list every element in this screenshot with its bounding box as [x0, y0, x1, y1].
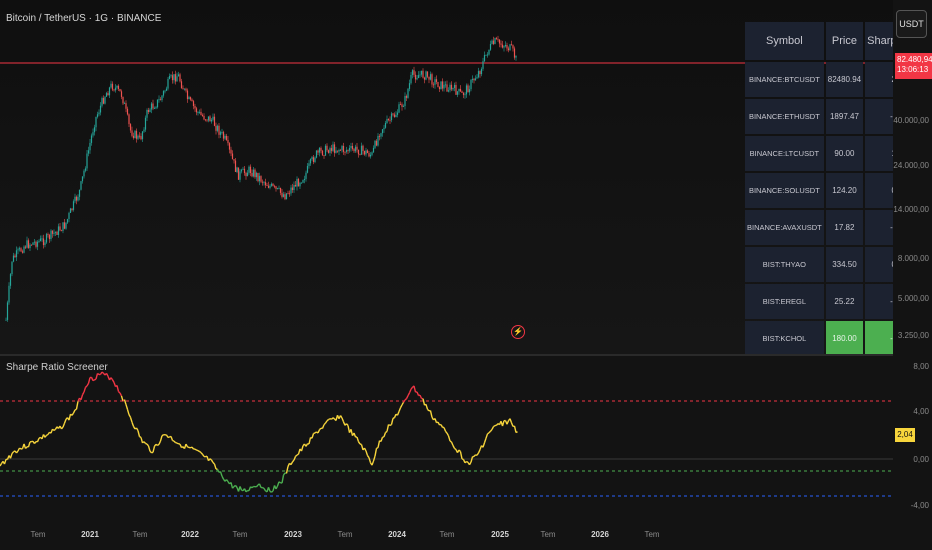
price-cell: 82480.94	[825, 62, 864, 97]
price-tick: 3.250,00	[897, 331, 929, 340]
time-label: 2025	[491, 530, 509, 539]
currency-button[interactable]: USDT	[896, 10, 927, 38]
price-tick: 24.000,00	[893, 161, 929, 170]
time-axis[interactable]	[0, 520, 893, 550]
header-symbol: Symbol	[745, 22, 824, 60]
main-chart-pane[interactable]: Bitcoin / TetherUS · 1G · BINANCE ⚡ Symb…	[0, 0, 932, 356]
price-cell: 90.00	[825, 136, 864, 171]
price-tick: 5.000,00	[897, 294, 929, 303]
time-label: Tem	[644, 530, 660, 539]
indicator-value-tag: 2,04	[895, 428, 915, 442]
price-tick: 14.000,00	[893, 205, 929, 214]
time-label: 2023	[284, 530, 302, 539]
price-cell: 17.82	[825, 210, 864, 245]
symbol-cell: BIST:THYAO	[745, 247, 824, 282]
symbol-cell: BINANCE:AVAXUSDT	[745, 210, 824, 245]
sharpe-ratio-plot[interactable]	[0, 356, 893, 520]
indicator-tick: 4,00	[913, 407, 929, 416]
indicator-tick: -4,00	[910, 501, 929, 510]
indicator-tick: 8,00	[913, 362, 929, 371]
symbol-cell: BINANCE:LTCUSDT	[745, 136, 824, 171]
indicator-title: Sharpe Ratio Screener	[6, 362, 108, 373]
price-cell: 180.00	[825, 321, 864, 356]
price-chart[interactable]	[0, 0, 893, 355]
symbol-cell: BINANCE:BTCUSDT	[745, 62, 824, 97]
time-label: Tem	[30, 530, 46, 539]
time-label: Tem	[337, 530, 353, 539]
price-cell: 124.20	[825, 173, 864, 208]
time-label: Tem	[540, 530, 556, 539]
price-cell: 1897.47	[825, 99, 864, 134]
time-label: Tem	[439, 530, 455, 539]
last-price-tag: 82.480,94 13:06:13	[895, 53, 932, 79]
countdown-timer: 13:06:13	[897, 65, 929, 74]
last-price-value: 82.480,94	[897, 55, 932, 64]
symbol-cell: BIST:EREGL	[745, 284, 824, 319]
price-cell: 25.22	[825, 284, 864, 319]
time-label: 2022	[181, 530, 199, 539]
price-cell: 334.50	[825, 247, 864, 282]
time-label: Tem	[232, 530, 248, 539]
header-price: Price	[825, 22, 864, 60]
time-label: 2021	[81, 530, 99, 539]
price-tick: 8.000,00	[897, 254, 929, 263]
symbol-cell: BINANCE:SOLUSDT	[745, 173, 824, 208]
time-label: 2026	[591, 530, 609, 539]
indicator-tick: 0,00	[913, 455, 929, 464]
lightning-icon[interactable]: ⚡	[511, 325, 525, 339]
symbol-cell: BINANCE:ETHUSDT	[745, 99, 824, 134]
time-label: 2024	[388, 530, 406, 539]
indicator-pane[interactable]	[0, 356, 893, 520]
time-label: Tem	[132, 530, 148, 539]
symbol-cell: BIST:KCHOL	[745, 321, 824, 356]
pane-divider[interactable]	[0, 354, 932, 356]
symbol-title: Bitcoin / TetherUS · 1G · BINANCE	[6, 13, 162, 24]
price-tick: 40.000,00	[893, 116, 929, 125]
